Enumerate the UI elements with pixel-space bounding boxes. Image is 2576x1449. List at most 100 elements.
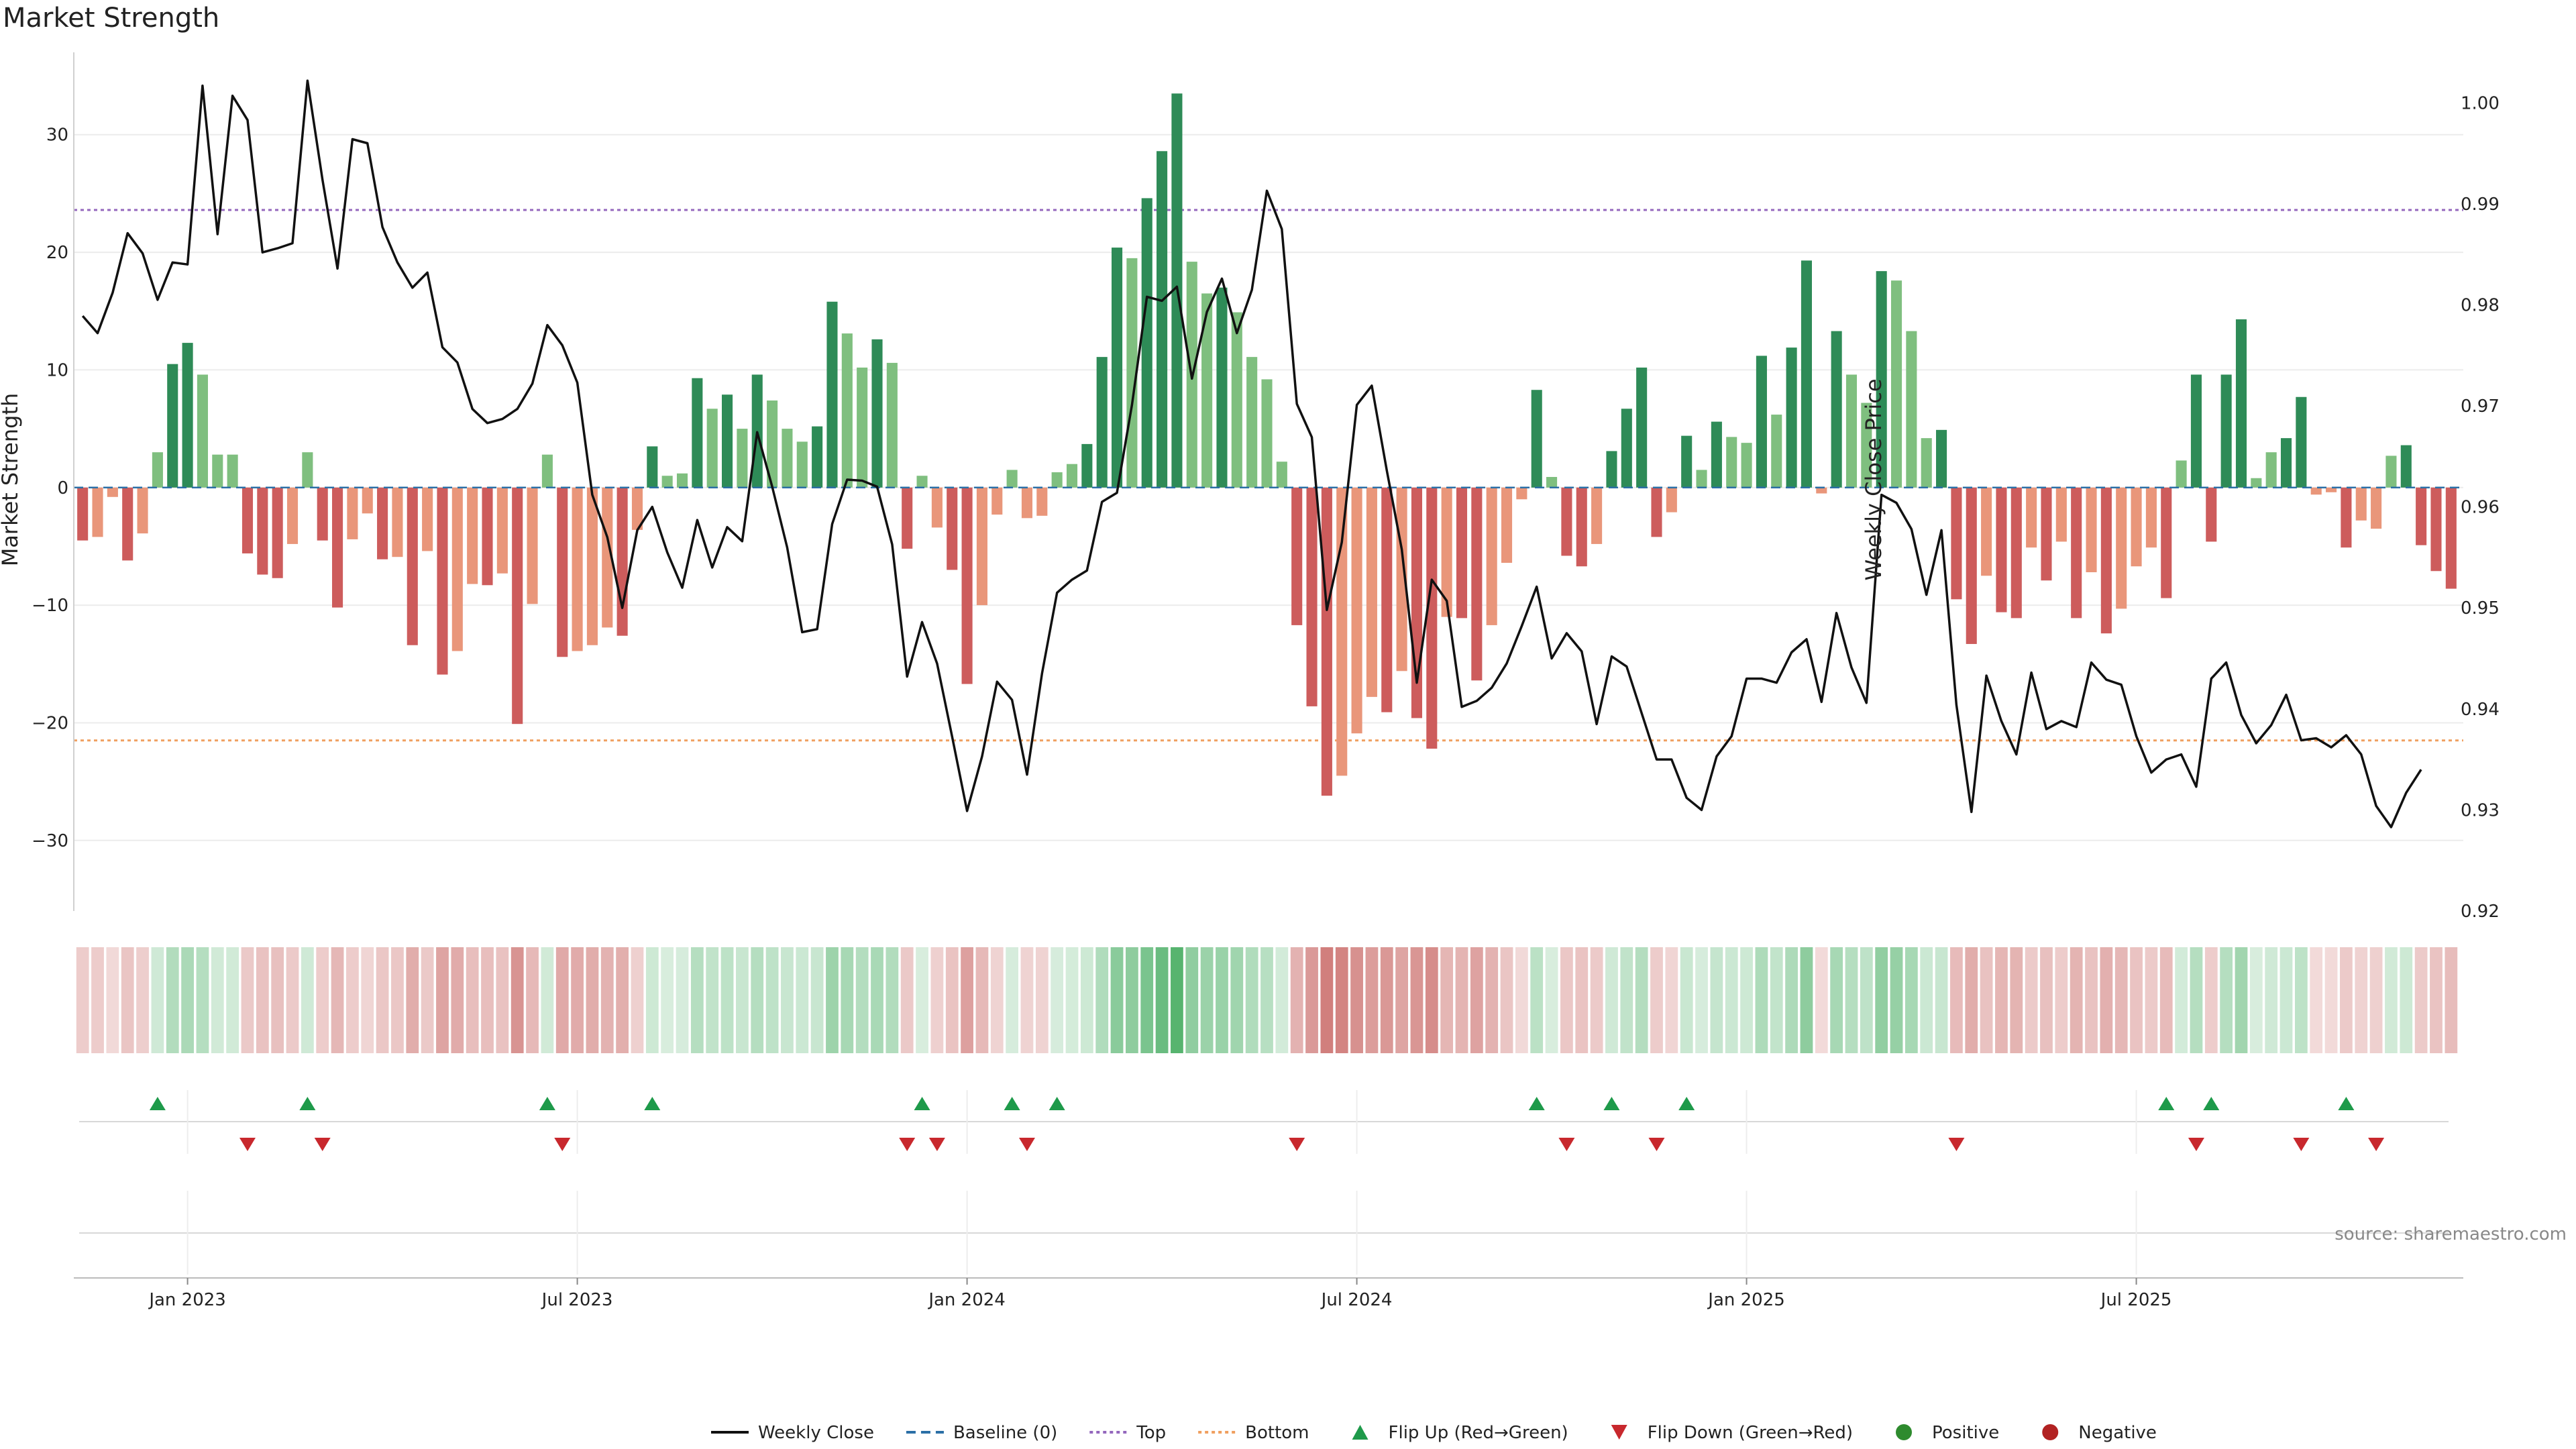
strength-bar [1816,487,1827,494]
heat-cell [106,947,119,1053]
strength-bar [212,454,223,488]
flip-up-marker [149,1097,166,1110]
strength-bar [2265,452,2277,488]
strength-bar [1516,487,1527,500]
heat-cell [1230,947,1244,1053]
strength-bar [2071,487,2082,619]
strength-bar [362,487,373,514]
heat-strip [76,947,2458,1053]
heat-cell [586,947,599,1053]
strength-bar [661,476,673,488]
x-axis: Jan 2023 Jul 2023 Jan 2024 Jul 2024 Jan 2025… [74,1277,2463,1310]
right-tick-label: 0.94 [2461,700,2500,720]
heat-cell [1590,947,1603,1053]
heat-cell [1575,947,1589,1053]
flip-down-marker [928,1138,945,1151]
heat-cell [1860,947,1873,1053]
legend-item: Weekly Close [711,1423,874,1443]
strength-bar [2296,396,2307,488]
strength-bar [1890,280,1902,488]
strength-bar [347,487,358,539]
heat-cell [1650,947,1663,1053]
heat-cell [1470,947,1483,1053]
strength-bar [1996,487,2007,612]
right-tick-label: 0.93 [2461,800,2500,820]
strength-bars [74,93,2463,796]
strength-bar [692,378,703,488]
heat-cell [945,947,959,1053]
heat-cell [2324,947,2338,1053]
heat-cell [1140,947,1154,1053]
flip-down-marker [1289,1138,1305,1151]
heat-cell [1290,947,1303,1053]
heat-cell [661,947,674,1053]
heat-cell [1950,947,1963,1053]
heat-cell [1006,947,1019,1053]
legend-circle-icon [2042,1424,2059,1440]
flip-up-marker [644,1097,661,1110]
right-tick-label: 0.96 [2461,498,2500,518]
heat-cell [645,947,659,1053]
legend-item: Flip Up (Red→Green) [1352,1423,1568,1443]
flip-down-marker [1558,1138,1575,1151]
strength-bar [107,487,118,497]
strength-bar [227,454,238,488]
heat-cell [781,947,794,1053]
strength-bar [1231,312,1242,488]
heat-cell [1260,947,1273,1053]
strength-bar [2010,487,2022,619]
heat-cell [631,947,644,1053]
strength-bar [392,487,403,557]
heat-cell [1485,947,1499,1053]
strength-bar [1096,357,1108,488]
heat-cell [990,947,1004,1053]
heat-cell [2145,947,2158,1053]
heat-cell [1216,947,1228,1053]
strength-bar [1831,331,1842,488]
x-tick-label: Jul 2023 [541,1290,613,1310]
strength-bar [2100,487,2112,634]
heat-cell [1320,947,1334,1053]
heat-cell [796,947,809,1053]
strength-bar [1366,487,1377,697]
heat-cell [481,947,494,1053]
heat-cell [1080,947,1093,1053]
strength-bar [2116,487,2127,609]
heat-cell [1815,947,1828,1053]
heat-cell [2159,947,2173,1053]
strength-bar [722,394,733,488]
heat-cell [121,947,134,1053]
flip-up-marker [2158,1097,2175,1110]
strength-bar [1021,487,1033,519]
strength-bar [1621,409,1632,488]
x-tick-label: Jul 2024 [1320,1290,1393,1310]
legend-item: Top [1089,1423,1166,1443]
strength-bar [767,400,778,488]
heat-cell [91,947,104,1053]
strength-bar [1951,487,1962,600]
heat-cell [2085,947,2098,1053]
strength-bar [976,487,987,606]
strength-bar [2220,374,2232,488]
heat-cell [706,947,719,1053]
strength-bar [1681,435,1693,488]
strength-bar [377,487,388,559]
strength-bar [2326,487,2337,492]
strength-bar [1066,464,1078,488]
strength-bar [647,446,658,488]
strength-bar [2026,487,2037,548]
heat-cell [2445,947,2458,1053]
strength-bar [2445,487,2457,589]
right-tick-label: 0.95 [2461,598,2500,619]
heat-cell [720,947,734,1053]
strength-bar [2355,487,2367,521]
strength-bar [1666,487,1677,513]
heat-cell [2430,947,2443,1053]
heat-cell [2249,947,2263,1053]
heat-cell [871,947,883,1053]
strength-bar [857,367,868,488]
heat-cell [316,947,329,1053]
strength-bar [2190,374,2202,488]
strength-bar [812,426,823,488]
heat-cell [2235,947,2248,1053]
